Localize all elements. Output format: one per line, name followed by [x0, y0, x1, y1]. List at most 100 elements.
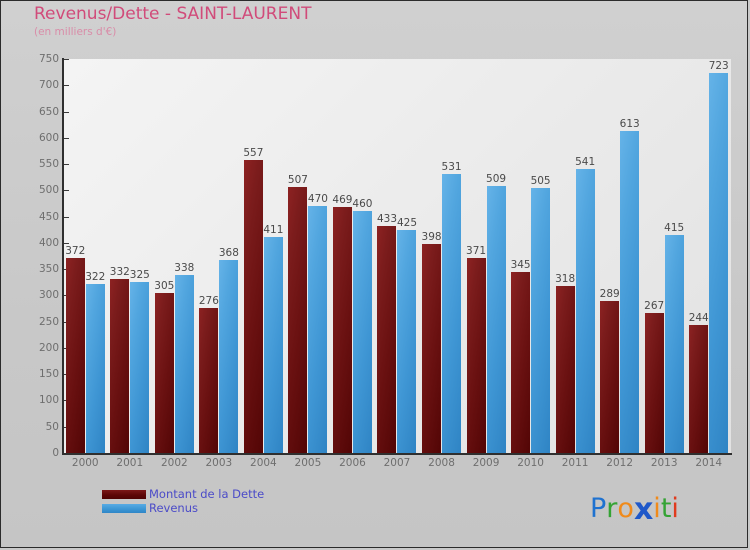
- bar-value-label: 368: [218, 246, 239, 259]
- bar-dette[interactable]: 372: [65, 245, 85, 453]
- y-axis-tick-label: 700: [38, 79, 59, 92]
- x-axis-line: [62, 453, 732, 455]
- bar-wrapper: 398: [422, 231, 442, 453]
- bar-wrapper: 325: [130, 269, 150, 453]
- x-axis-tick-label: 2007: [383, 457, 411, 469]
- bar-revenus[interactable]: 415: [664, 222, 684, 453]
- logo-letter: r: [606, 493, 618, 524]
- bar-dette[interactable]: 289: [600, 288, 620, 453]
- bar-group: 557 411: [241, 59, 286, 453]
- bar-dette[interactable]: 305: [154, 280, 174, 453]
- bar-dette[interactable]: 557: [243, 147, 263, 453]
- bar-group: 267 415: [642, 59, 687, 453]
- logo-letter: i: [671, 493, 679, 524]
- bar-revenus[interactable]: 541: [575, 156, 595, 453]
- bar-value-label: 338: [174, 262, 195, 275]
- bar-wrapper: 372: [65, 245, 85, 453]
- bar-value-label: 411: [263, 224, 284, 237]
- x-axis-tick-label: 2009: [472, 457, 500, 469]
- bar-dette[interactable]: 507: [288, 174, 308, 453]
- bar-revenus[interactable]: 613: [620, 118, 640, 453]
- bar-dette[interactable]: 433: [377, 213, 397, 453]
- bar-revenus[interactable]: 411: [263, 224, 283, 453]
- bar-wrapper: 368: [219, 247, 239, 453]
- y-axis-tick-label: 100: [38, 394, 59, 407]
- bar-dette[interactable]: 332: [110, 266, 130, 453]
- logo-letter: i: [653, 493, 661, 524]
- bar-wrapper: 276: [199, 295, 219, 453]
- x-axis-tick-label: 2008: [428, 457, 455, 469]
- bar-value-label: 289: [599, 288, 620, 301]
- bar-value-label: 541: [575, 155, 596, 168]
- bar-wrapper: 557: [243, 147, 263, 453]
- bar-wrapper: 305: [154, 280, 174, 453]
- bar-value-label: 332: [109, 265, 130, 278]
- bar-dette[interactable]: 345: [511, 259, 531, 453]
- bar-revenus[interactable]: 425: [397, 217, 417, 453]
- y-axis-tick-mark: [64, 85, 69, 87]
- title-block: Revenus/Dette - SAINT-LAURENT (en millie…: [34, 5, 311, 38]
- x-axis-tick-label: 2005: [294, 457, 322, 469]
- bar-revenus[interactable]: 505: [531, 175, 551, 453]
- bar-value-label: 267: [644, 299, 665, 312]
- bar-group: 305 338: [152, 59, 197, 453]
- bar-wrapper: 433: [377, 213, 397, 453]
- y-axis-tick-label: 200: [38, 341, 59, 354]
- bar-value-label: 507: [287, 173, 308, 186]
- legend-item-revenus[interactable]: Revenus: [102, 501, 264, 515]
- bar-dette[interactable]: 276: [199, 295, 219, 453]
- x-axis-tick-label: 2002: [160, 457, 188, 469]
- bar-dette[interactable]: 318: [555, 273, 575, 453]
- bar-dette[interactable]: 398: [422, 231, 442, 453]
- logo-letter: o: [617, 493, 634, 524]
- bar-revenus[interactable]: 368: [219, 247, 239, 453]
- bar-value-label: 322: [85, 270, 106, 283]
- bar-wrapper: 541: [575, 156, 595, 453]
- bar-group: 318 541: [553, 59, 598, 453]
- bar-revenus[interactable]: 325: [130, 269, 150, 453]
- x-axis-tick-label: 2012: [606, 457, 634, 469]
- bar-revenus[interactable]: 338: [174, 262, 194, 453]
- bar-revenus[interactable]: 723: [709, 60, 729, 453]
- bar-dette[interactable]: 469: [332, 194, 352, 453]
- bar-dette[interactable]: 244: [689, 312, 709, 453]
- plot-area: [63, 59, 731, 453]
- bar-wrapper: 338: [174, 262, 194, 453]
- legend-swatch-dette-icon: [102, 489, 146, 499]
- y-axis-tick-mark: [64, 59, 69, 60]
- bar-dette[interactable]: 267: [644, 300, 664, 453]
- x-axis-tick-label: 2001: [116, 457, 144, 469]
- bar-value-label: 557: [243, 147, 264, 160]
- bar-wrapper: 505: [531, 175, 551, 453]
- bar-revenus[interactable]: 322: [85, 271, 105, 453]
- bar-wrapper: 322: [85, 271, 105, 453]
- proxiti-logo[interactable]: Proxiti: [590, 490, 679, 527]
- chart-legend: Montant de la Dette Revenus: [102, 487, 264, 515]
- y-axis-tick-label: 550: [38, 158, 59, 171]
- legend-label-revenus: Revenus: [149, 501, 198, 515]
- bar-wrapper: 613: [620, 118, 640, 453]
- chart-subtitle: (en milliers d'€): [34, 25, 117, 38]
- bar-revenus[interactable]: 509: [486, 173, 506, 453]
- x-axis-tick-label: 2011: [561, 457, 589, 469]
- bar-value-label: 345: [510, 258, 531, 271]
- y-axis-tick-mark: [64, 216, 69, 218]
- legend-item-dette[interactable]: Montant de la Dette: [102, 487, 264, 501]
- logo-letter: P: [590, 493, 607, 524]
- y-axis-tick-label: 150: [38, 368, 59, 381]
- bar-revenus[interactable]: 531: [442, 161, 462, 453]
- y-axis-tick-mark: [64, 190, 69, 192]
- bar-wrapper: 415: [664, 222, 684, 453]
- bar-wrapper: 507: [288, 174, 308, 453]
- y-axis-tick-label: 250: [38, 315, 59, 328]
- bar-wrapper: 531: [442, 161, 462, 453]
- bar-revenus[interactable]: 470: [308, 193, 328, 453]
- bar-dette[interactable]: 371: [466, 245, 486, 453]
- bar-value-label: 723: [708, 60, 729, 73]
- bar-revenus[interactable]: 460: [352, 198, 372, 453]
- bar-value-label: 372: [65, 244, 86, 257]
- bar-wrapper: 289: [600, 288, 620, 453]
- logo-letter: t: [660, 493, 672, 524]
- bar-value-label: 613: [619, 117, 640, 130]
